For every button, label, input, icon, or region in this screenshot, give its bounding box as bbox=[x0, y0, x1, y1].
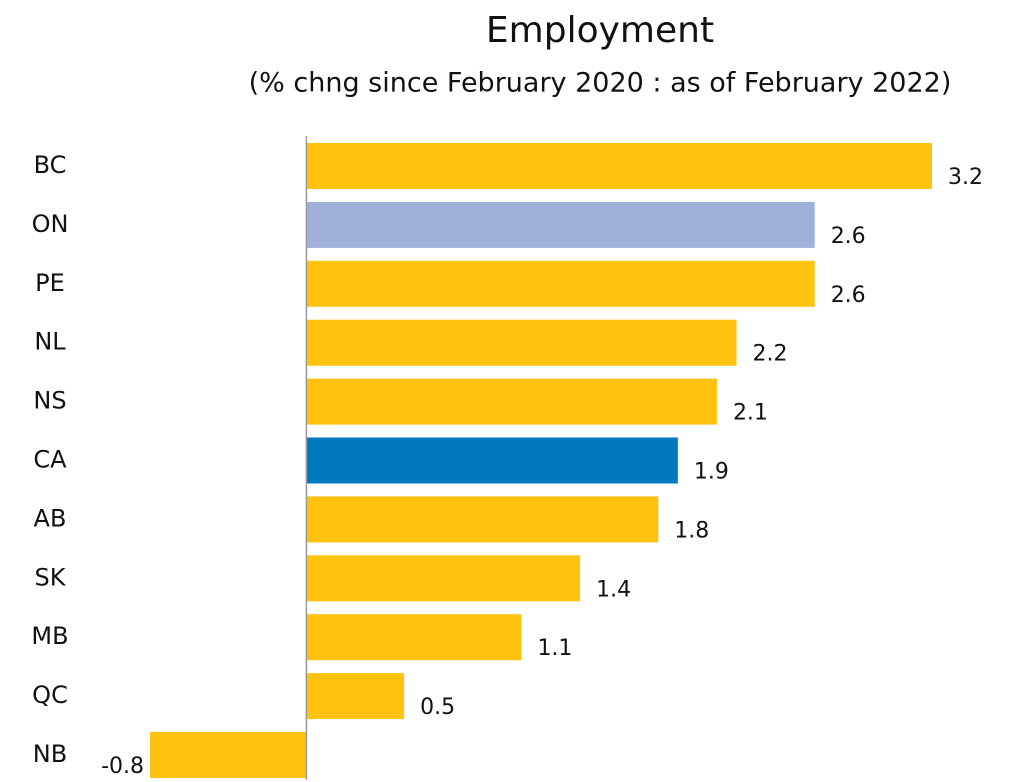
category-label: NB bbox=[33, 740, 67, 768]
value-label: 3.2 bbox=[948, 165, 983, 190]
bar bbox=[306, 378, 717, 425]
value-label: 2.1 bbox=[733, 401, 768, 426]
category-label: ON bbox=[32, 210, 69, 238]
category-label: PE bbox=[35, 269, 65, 297]
category-label: SK bbox=[35, 563, 67, 591]
category-label: NS bbox=[33, 387, 66, 415]
bar bbox=[306, 614, 522, 661]
bar bbox=[306, 673, 405, 720]
bar bbox=[306, 496, 659, 543]
bar bbox=[306, 555, 581, 602]
category-label: NL bbox=[34, 328, 66, 356]
value-label: 2.6 bbox=[831, 283, 866, 308]
bar bbox=[306, 143, 932, 189]
bar bbox=[150, 732, 307, 778]
value-label: 1.8 bbox=[674, 518, 709, 543]
value-label: 1.1 bbox=[537, 636, 572, 661]
category-label: CA bbox=[33, 446, 67, 474]
bar bbox=[306, 260, 815, 307]
bar bbox=[306, 201, 815, 248]
category-label: MB bbox=[31, 622, 68, 650]
value-label: 0.5 bbox=[420, 695, 455, 720]
value-label: -0.8 bbox=[101, 754, 144, 779]
value-label: 1.9 bbox=[694, 460, 729, 485]
value-label: 1.4 bbox=[596, 577, 631, 602]
value-label: 2.2 bbox=[753, 342, 788, 367]
category-label: QC bbox=[32, 681, 68, 709]
bar bbox=[306, 437, 678, 484]
value-label: 2.6 bbox=[831, 224, 866, 249]
category-label: AB bbox=[34, 504, 67, 532]
bar bbox=[306, 319, 737, 366]
chart-title: Employment bbox=[486, 10, 714, 51]
category-label: BC bbox=[34, 151, 67, 179]
chart-subtitle: (% chng since February 2020 : as of Febr… bbox=[249, 68, 952, 99]
